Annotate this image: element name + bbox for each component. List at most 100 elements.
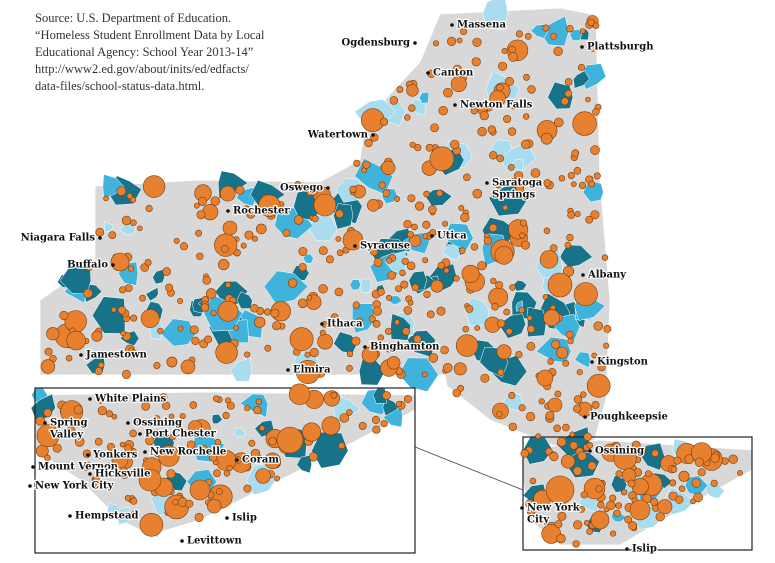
district-dot — [196, 210, 206, 220]
district-dot — [655, 512, 665, 522]
district-dot — [313, 193, 337, 217]
district-dot — [124, 444, 133, 453]
district-dot — [601, 254, 609, 261]
place-label: White Plains — [94, 394, 167, 405]
district-dot — [440, 345, 449, 355]
district-dot — [515, 184, 525, 193]
district-dot — [543, 179, 552, 187]
district-dot — [657, 499, 673, 515]
district-dot — [621, 468, 637, 483]
place-marker — [520, 506, 524, 510]
district-dot — [222, 220, 238, 236]
district-dot — [513, 171, 524, 181]
place-marker — [326, 186, 330, 190]
district-dot — [503, 308, 511, 316]
district-dot — [590, 145, 600, 155]
place-label: Spring — [50, 418, 88, 429]
district-dot — [248, 439, 256, 447]
district-dot — [377, 288, 385, 296]
district-dot — [180, 359, 196, 375]
district-dot — [377, 334, 384, 341]
district-dot — [207, 499, 222, 514]
district-dot — [103, 195, 109, 202]
district-dot — [572, 111, 597, 136]
district-dot — [490, 277, 497, 285]
place-marker — [353, 244, 357, 248]
district-dot — [428, 353, 439, 363]
district-dot — [213, 469, 221, 478]
district-dot — [501, 47, 508, 54]
district-dot — [455, 334, 479, 357]
place-label: Utica — [437, 231, 467, 242]
district-dot — [603, 324, 612, 333]
district-dot — [425, 143, 434, 152]
district — [303, 253, 314, 264]
district-dot — [385, 346, 392, 353]
district-dot — [86, 264, 93, 271]
district-dot — [452, 388, 462, 398]
district-dot — [472, 188, 483, 199]
district-dot — [573, 520, 583, 530]
district-dot — [678, 470, 690, 482]
place-marker — [98, 236, 102, 240]
district-dot — [588, 180, 596, 188]
district-dot — [66, 426, 76, 435]
district-dot — [226, 401, 235, 410]
district-dot — [597, 363, 606, 372]
district — [705, 481, 725, 499]
district-dot — [264, 344, 272, 352]
district-dot — [538, 398, 545, 405]
district-dot — [166, 469, 176, 479]
district-dot — [368, 315, 376, 323]
district-dot — [547, 272, 573, 298]
place-marker — [286, 368, 290, 372]
district-dot — [437, 261, 445, 270]
district-dot — [520, 449, 529, 458]
district-dot — [495, 281, 504, 290]
district-dot — [567, 211, 576, 219]
place-marker — [413, 41, 417, 45]
district-dot — [404, 114, 411, 121]
place-label: Canton — [433, 68, 474, 79]
district — [102, 174, 125, 200]
district-dot — [403, 220, 412, 229]
district-dot — [526, 341, 536, 351]
district-dot — [526, 505, 536, 516]
place-label: Watertown — [307, 130, 369, 141]
district-dot — [461, 264, 480, 283]
district-dot — [547, 358, 554, 365]
district-dot — [498, 61, 508, 71]
district-dot — [202, 204, 219, 221]
district-dot — [572, 540, 580, 548]
district-dot — [407, 299, 414, 306]
place-label: Springs — [492, 190, 536, 201]
district-dot — [43, 408, 53, 418]
district-dot — [381, 160, 396, 176]
district-dot — [153, 361, 161, 370]
district-dot — [565, 330, 574, 339]
place-label: Massena — [457, 20, 506, 31]
source-note: Source: U.S. Department of Education. “Ho… — [35, 11, 265, 93]
district-dot — [697, 468, 706, 477]
place-label: Saratoga — [492, 178, 543, 189]
district-dot — [395, 285, 403, 293]
district-dot — [94, 367, 103, 376]
district-dot — [251, 235, 258, 242]
district-dot — [691, 478, 701, 488]
place-marker — [320, 322, 324, 326]
district-dot — [244, 405, 251, 412]
district-dot — [336, 249, 344, 257]
district-dot — [429, 146, 455, 172]
district-dot — [139, 512, 164, 537]
place-marker — [88, 397, 92, 401]
district-dot — [298, 263, 307, 272]
district-dot — [573, 167, 582, 175]
district-dot — [631, 440, 641, 450]
district-dot — [250, 304, 259, 313]
district-dot — [495, 83, 504, 92]
district-dot — [276, 426, 304, 454]
district-dot — [480, 373, 490, 383]
district-dot — [407, 194, 416, 203]
district-dot — [497, 368, 505, 376]
place-marker — [583, 415, 587, 419]
